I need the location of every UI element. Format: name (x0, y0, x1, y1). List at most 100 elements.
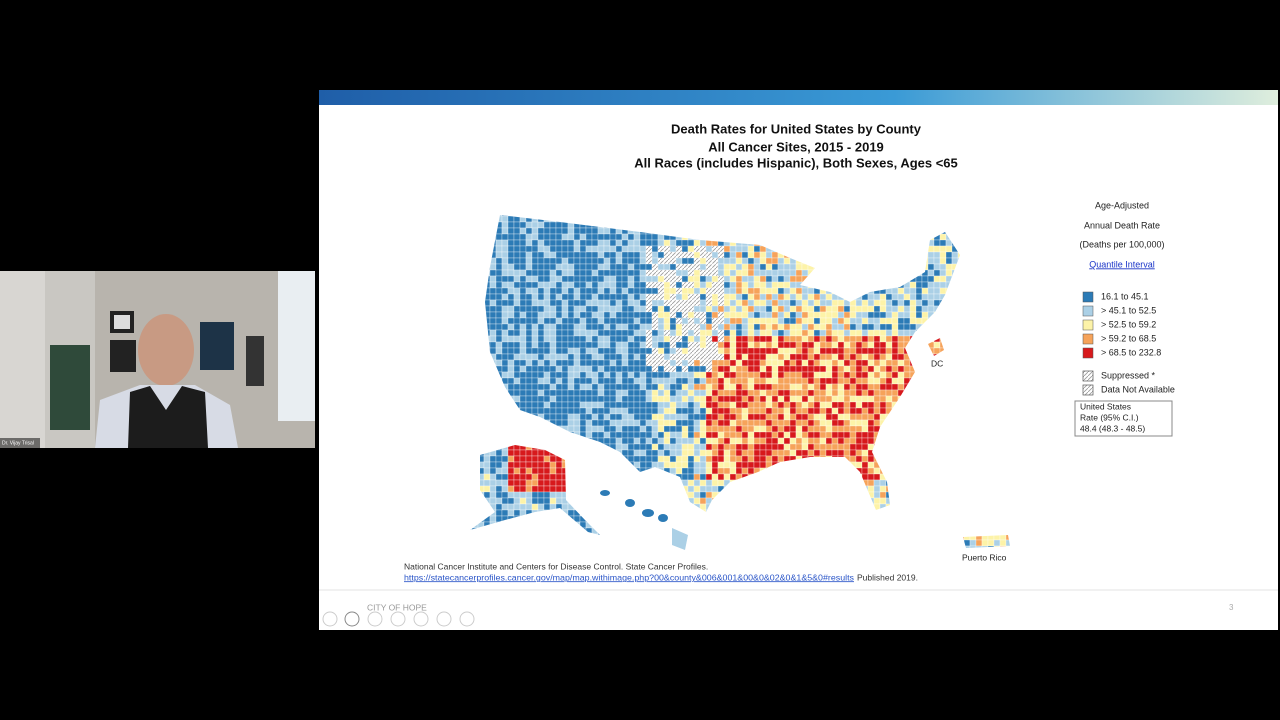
county (687, 323, 695, 331)
county (867, 407, 875, 415)
county (819, 305, 827, 313)
county (681, 407, 689, 415)
county (531, 407, 539, 415)
county (729, 377, 737, 385)
county (747, 245, 755, 253)
county (573, 233, 581, 241)
county (885, 353, 893, 361)
county (585, 377, 593, 385)
county (537, 479, 545, 487)
county (525, 263, 533, 271)
county (501, 227, 509, 235)
county (675, 287, 683, 295)
county (597, 251, 605, 259)
county (501, 341, 509, 349)
county (717, 395, 725, 403)
county (765, 299, 773, 307)
county (507, 341, 515, 349)
county (531, 401, 539, 409)
county (663, 239, 671, 247)
county (663, 455, 671, 463)
county (687, 467, 695, 475)
county (783, 293, 791, 301)
county (801, 341, 809, 349)
county (915, 293, 923, 301)
county (561, 419, 569, 427)
county (789, 377, 797, 385)
county (831, 317, 839, 325)
county (609, 299, 617, 307)
county (657, 443, 665, 451)
county (567, 311, 575, 319)
county (567, 359, 575, 367)
county (711, 251, 719, 259)
county (633, 455, 641, 463)
county (621, 311, 629, 319)
county (549, 461, 557, 469)
county (609, 269, 617, 277)
county (507, 293, 515, 301)
county (579, 317, 587, 325)
county (783, 287, 791, 295)
county (849, 401, 857, 409)
county (567, 419, 575, 427)
county (717, 347, 725, 355)
county (693, 365, 701, 373)
county (567, 251, 575, 259)
county (699, 419, 707, 427)
county (825, 359, 833, 367)
county (537, 233, 545, 241)
county (501, 293, 509, 301)
county (771, 419, 779, 427)
county (765, 341, 773, 349)
county (633, 257, 641, 265)
county (741, 269, 749, 277)
county (783, 347, 791, 355)
county (813, 353, 821, 361)
county (585, 245, 593, 253)
county (663, 401, 671, 409)
county (627, 359, 635, 367)
county (561, 233, 569, 241)
county (777, 317, 785, 325)
county (933, 281, 941, 289)
county (675, 359, 683, 367)
county (549, 335, 557, 343)
county (543, 275, 551, 283)
county (705, 413, 713, 421)
county (585, 335, 593, 343)
county (657, 347, 665, 355)
county (729, 317, 737, 325)
county (813, 431, 821, 439)
county (543, 329, 551, 337)
county (597, 287, 605, 295)
county (741, 443, 749, 451)
county (561, 377, 569, 385)
county (675, 311, 683, 319)
county (669, 401, 677, 409)
county (759, 431, 767, 439)
county (837, 431, 845, 439)
county (657, 383, 665, 391)
county (873, 353, 881, 361)
county (663, 317, 671, 325)
county (579, 377, 587, 385)
county (519, 461, 527, 469)
county (621, 233, 629, 241)
county (801, 359, 809, 367)
county (801, 437, 809, 445)
county (645, 347, 653, 355)
county (531, 233, 539, 241)
county (867, 413, 875, 421)
county (657, 413, 665, 421)
county (867, 479, 875, 487)
county (729, 473, 737, 481)
county (525, 245, 533, 253)
county (783, 323, 791, 331)
county (675, 407, 683, 415)
county (555, 323, 563, 331)
county (543, 491, 551, 499)
county (675, 245, 683, 253)
county (723, 245, 731, 253)
county (753, 329, 761, 337)
